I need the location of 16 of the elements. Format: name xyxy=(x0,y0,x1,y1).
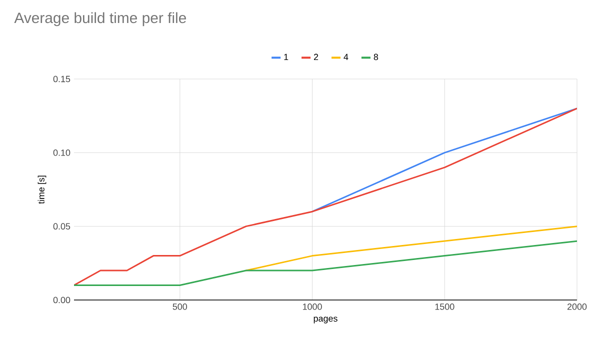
x-tick-label: 500 xyxy=(172,304,188,310)
legend-label: 2 xyxy=(314,54,318,60)
y-tick-label: 0.05 xyxy=(53,223,70,230)
x-axis-title: pages xyxy=(314,316,338,324)
y-tick-label: 0.00 xyxy=(53,296,70,304)
legend-label: 8 xyxy=(374,54,378,60)
x-tick-label: 1000 xyxy=(302,304,322,310)
legend-label: 4 xyxy=(344,54,348,60)
x-tick-label: 1500 xyxy=(435,304,454,310)
x-tick-label: 2000 xyxy=(567,304,587,310)
y-tick-label: 0.10 xyxy=(53,149,70,156)
y-axis-title: time [s] xyxy=(38,176,46,204)
chart-title: Average build time per file xyxy=(14,12,186,26)
line-series xyxy=(74,108,578,286)
legend-label: 1 xyxy=(284,54,288,60)
y-tick-label: 0.15 xyxy=(53,76,70,82)
